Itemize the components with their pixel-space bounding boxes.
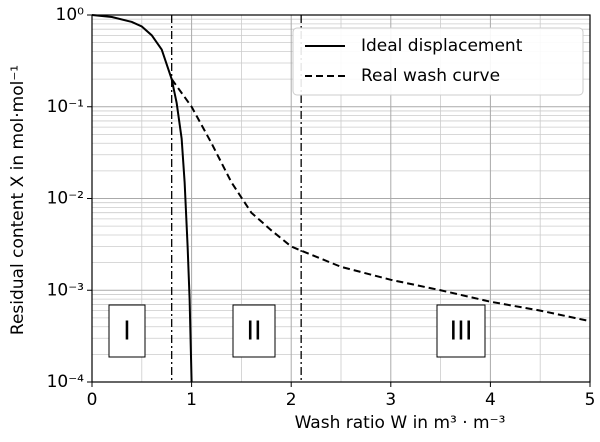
region-box <box>232 304 276 358</box>
region-box <box>108 304 146 358</box>
x-tick-label: 4 <box>485 390 496 410</box>
data-line <box>170 78 591 323</box>
x-axis-label: Wash ratio W in m³ · m⁻³ <box>295 413 506 433</box>
legend-box <box>292 27 584 96</box>
y-tick-label: 10⁻³ <box>47 280 84 300</box>
legend-label: Real wash curve <box>361 66 500 86</box>
region-label: II <box>246 317 261 347</box>
x-tick-label: 1 <box>186 390 197 410</box>
y-tick-label: 10⁰ <box>56 5 85 25</box>
region-label: I <box>123 317 131 347</box>
region-box <box>436 304 486 358</box>
plot-frame <box>91 14 591 383</box>
legend-label: Ideal displacement <box>361 36 523 56</box>
x-tick-label: 0 <box>87 390 98 410</box>
x-tick-label: 5 <box>585 390 596 410</box>
x-tick-label: 3 <box>385 390 396 410</box>
y-tick-label: 10⁻⁴ <box>47 372 85 392</box>
y-tick-label: 10⁻¹ <box>47 97 84 117</box>
y-tick-label: 10⁻² <box>47 189 84 209</box>
x-tick-label: 2 <box>286 390 297 410</box>
region-label: III <box>449 317 472 347</box>
y-axis-label: Residual content X in mol·mol⁻¹ <box>8 65 28 335</box>
